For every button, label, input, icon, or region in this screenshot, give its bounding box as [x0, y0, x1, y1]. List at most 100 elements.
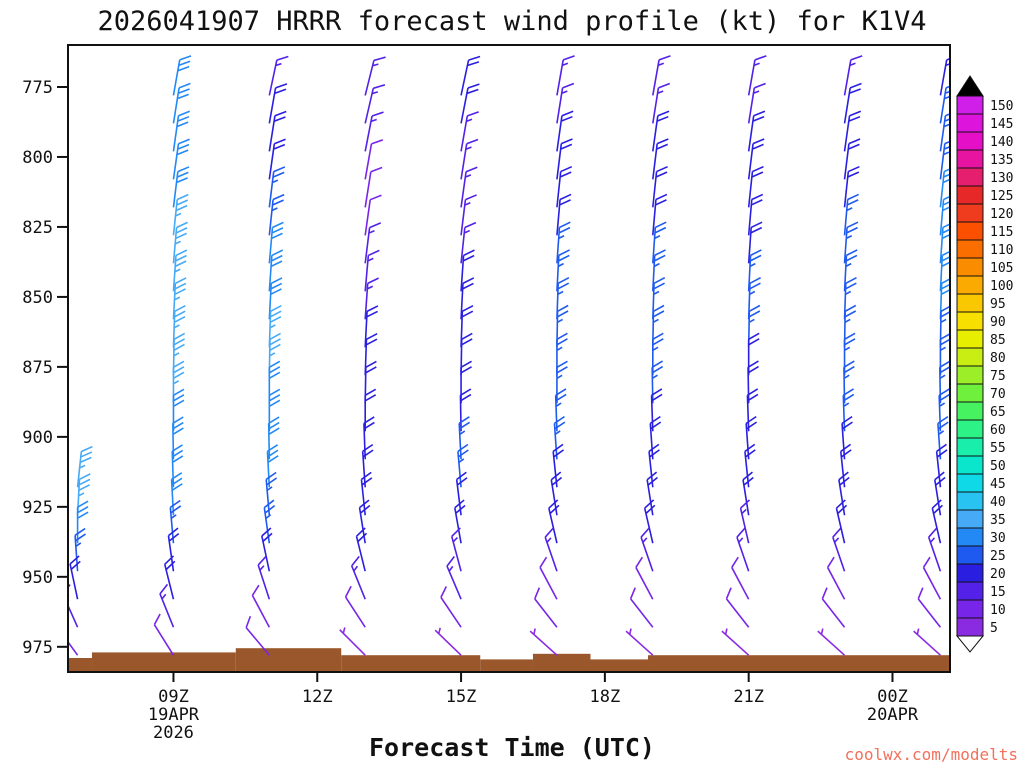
- colorbar-tick-label: 15: [990, 585, 1006, 600]
- wind-barb: [556, 304, 569, 348]
- x-tick-label: 12Z: [302, 687, 333, 707]
- wind-barb: [556, 360, 568, 404]
- colorbar-tick-label: 110: [990, 243, 1013, 258]
- colorbar-tick-label: 45: [990, 477, 1006, 492]
- colorbar-tick-label: 10: [990, 603, 1006, 618]
- wind-barb: [556, 332, 568, 376]
- wind-barb: [460, 221, 477, 264]
- wind-barb: [843, 138, 861, 180]
- barb-column: [625, 55, 671, 656]
- x-tick-label: 00Z: [877, 687, 908, 707]
- wind-barb: [843, 304, 857, 348]
- wind-barb: [648, 443, 660, 488]
- wind-barb: [360, 471, 373, 516]
- wind-barb: [364, 56, 386, 96]
- wind-barb: [652, 221, 667, 264]
- colorbar-tick-label: 95: [990, 297, 1006, 312]
- wind-barb: [843, 55, 863, 96]
- wind-barb: [159, 583, 175, 628]
- wind-barb: [553, 415, 566, 460]
- colorbar-tick-label: 145: [990, 117, 1013, 132]
- barb-column: [721, 55, 767, 656]
- wind-barb: [76, 473, 91, 516]
- wind-barb: [172, 416, 184, 460]
- wind-barb: [268, 388, 281, 432]
- pressure-axis: 775 800 825 850 875 900 925 950 975: [22, 78, 68, 658]
- wind-barb: [455, 471, 468, 516]
- colorbar-tick-label: 55: [990, 441, 1006, 456]
- barb-column: [434, 55, 481, 656]
- y-tick-label: 875: [22, 358, 53, 378]
- wind-barb: [460, 277, 475, 320]
- wind-barb: [841, 415, 853, 460]
- colorbar-tick-label: 25: [990, 549, 1006, 564]
- colorbar-tick-label: 120: [990, 207, 1013, 222]
- colorbar-tick-label: 150: [990, 99, 1013, 114]
- wind-barb: [939, 55, 950, 96]
- wind-barb: [266, 444, 279, 488]
- wind-barb: [939, 304, 950, 348]
- wind-barb: [460, 83, 480, 124]
- wind-barb: [747, 249, 762, 292]
- wind-barb: [550, 471, 563, 516]
- y-tick-label: 975: [22, 638, 53, 658]
- wind-barb: [552, 443, 565, 488]
- wind-barb: [843, 360, 855, 404]
- wind-barb: [257, 555, 271, 600]
- wind-barb: [268, 304, 282, 348]
- y-tick-label: 825: [22, 218, 53, 238]
- colorbar-under-arrow: [955, 635, 985, 653]
- wind-barb: [739, 499, 750, 544]
- wind-barb: [268, 360, 281, 404]
- wind-barb: [245, 616, 270, 656]
- barb-column: [68, 445, 93, 656]
- wind-barb: [747, 276, 762, 320]
- colorbar-tick-label: 60: [990, 423, 1006, 438]
- wind-barb: [172, 249, 188, 292]
- x-date-label: 2026: [153, 723, 194, 743]
- wind-barb: [364, 388, 377, 432]
- wind-barb: [268, 138, 286, 180]
- wind-barb: [554, 388, 567, 432]
- wind-barb: [725, 587, 750, 628]
- wind-barb: [652, 110, 670, 152]
- y-tick-label: 950: [22, 568, 53, 588]
- wind-barb: [747, 221, 763, 264]
- wind-barb: [843, 193, 859, 236]
- wind-barb: [939, 249, 950, 292]
- wind-barb: [629, 587, 654, 628]
- x-tick-label: 18Z: [590, 687, 621, 707]
- wind-barb: [457, 443, 469, 488]
- watermark-link[interactable]: coolwx.com/modelts: [844, 745, 1018, 764]
- y-tick-label: 850: [22, 288, 53, 308]
- wind-barb: [364, 194, 382, 236]
- wind-barb: [172, 388, 185, 432]
- wind-barb: [935, 443, 948, 488]
- colorbar-tick-label: 5: [990, 621, 998, 636]
- y-tick-label: 775: [22, 78, 53, 98]
- wind-barb: [170, 472, 183, 516]
- colorbar-tick-label: 90: [990, 315, 1006, 330]
- colorbar: 5 10 15 20 25 30 35 40 45 50 55 60 65 70 75 80 85 90 95 100…: [955, 75, 1013, 653]
- wind-barb: [69, 555, 81, 600]
- wind-barb: [364, 111, 384, 152]
- wind-barb: [548, 499, 560, 544]
- barb-layer: [68, 55, 950, 656]
- wind-barb: [172, 55, 192, 96]
- wind-barb: [68, 614, 79, 656]
- wind-barb: [843, 249, 858, 292]
- wind-barb: [361, 443, 374, 488]
- wind-barb: [534, 587, 558, 628]
- wind-barb: [172, 221, 188, 264]
- barb-column: [153, 55, 192, 656]
- wind-barb: [172, 193, 189, 236]
- wind-barb: [446, 555, 462, 600]
- wind-barb: [826, 556, 846, 600]
- y-tick-label: 925: [22, 498, 53, 518]
- wind-barb: [650, 388, 663, 432]
- wind-barb: [721, 628, 750, 656]
- y-tick-label: 800: [22, 148, 53, 168]
- wind-barb: [839, 443, 852, 488]
- wind-barb: [939, 138, 950, 180]
